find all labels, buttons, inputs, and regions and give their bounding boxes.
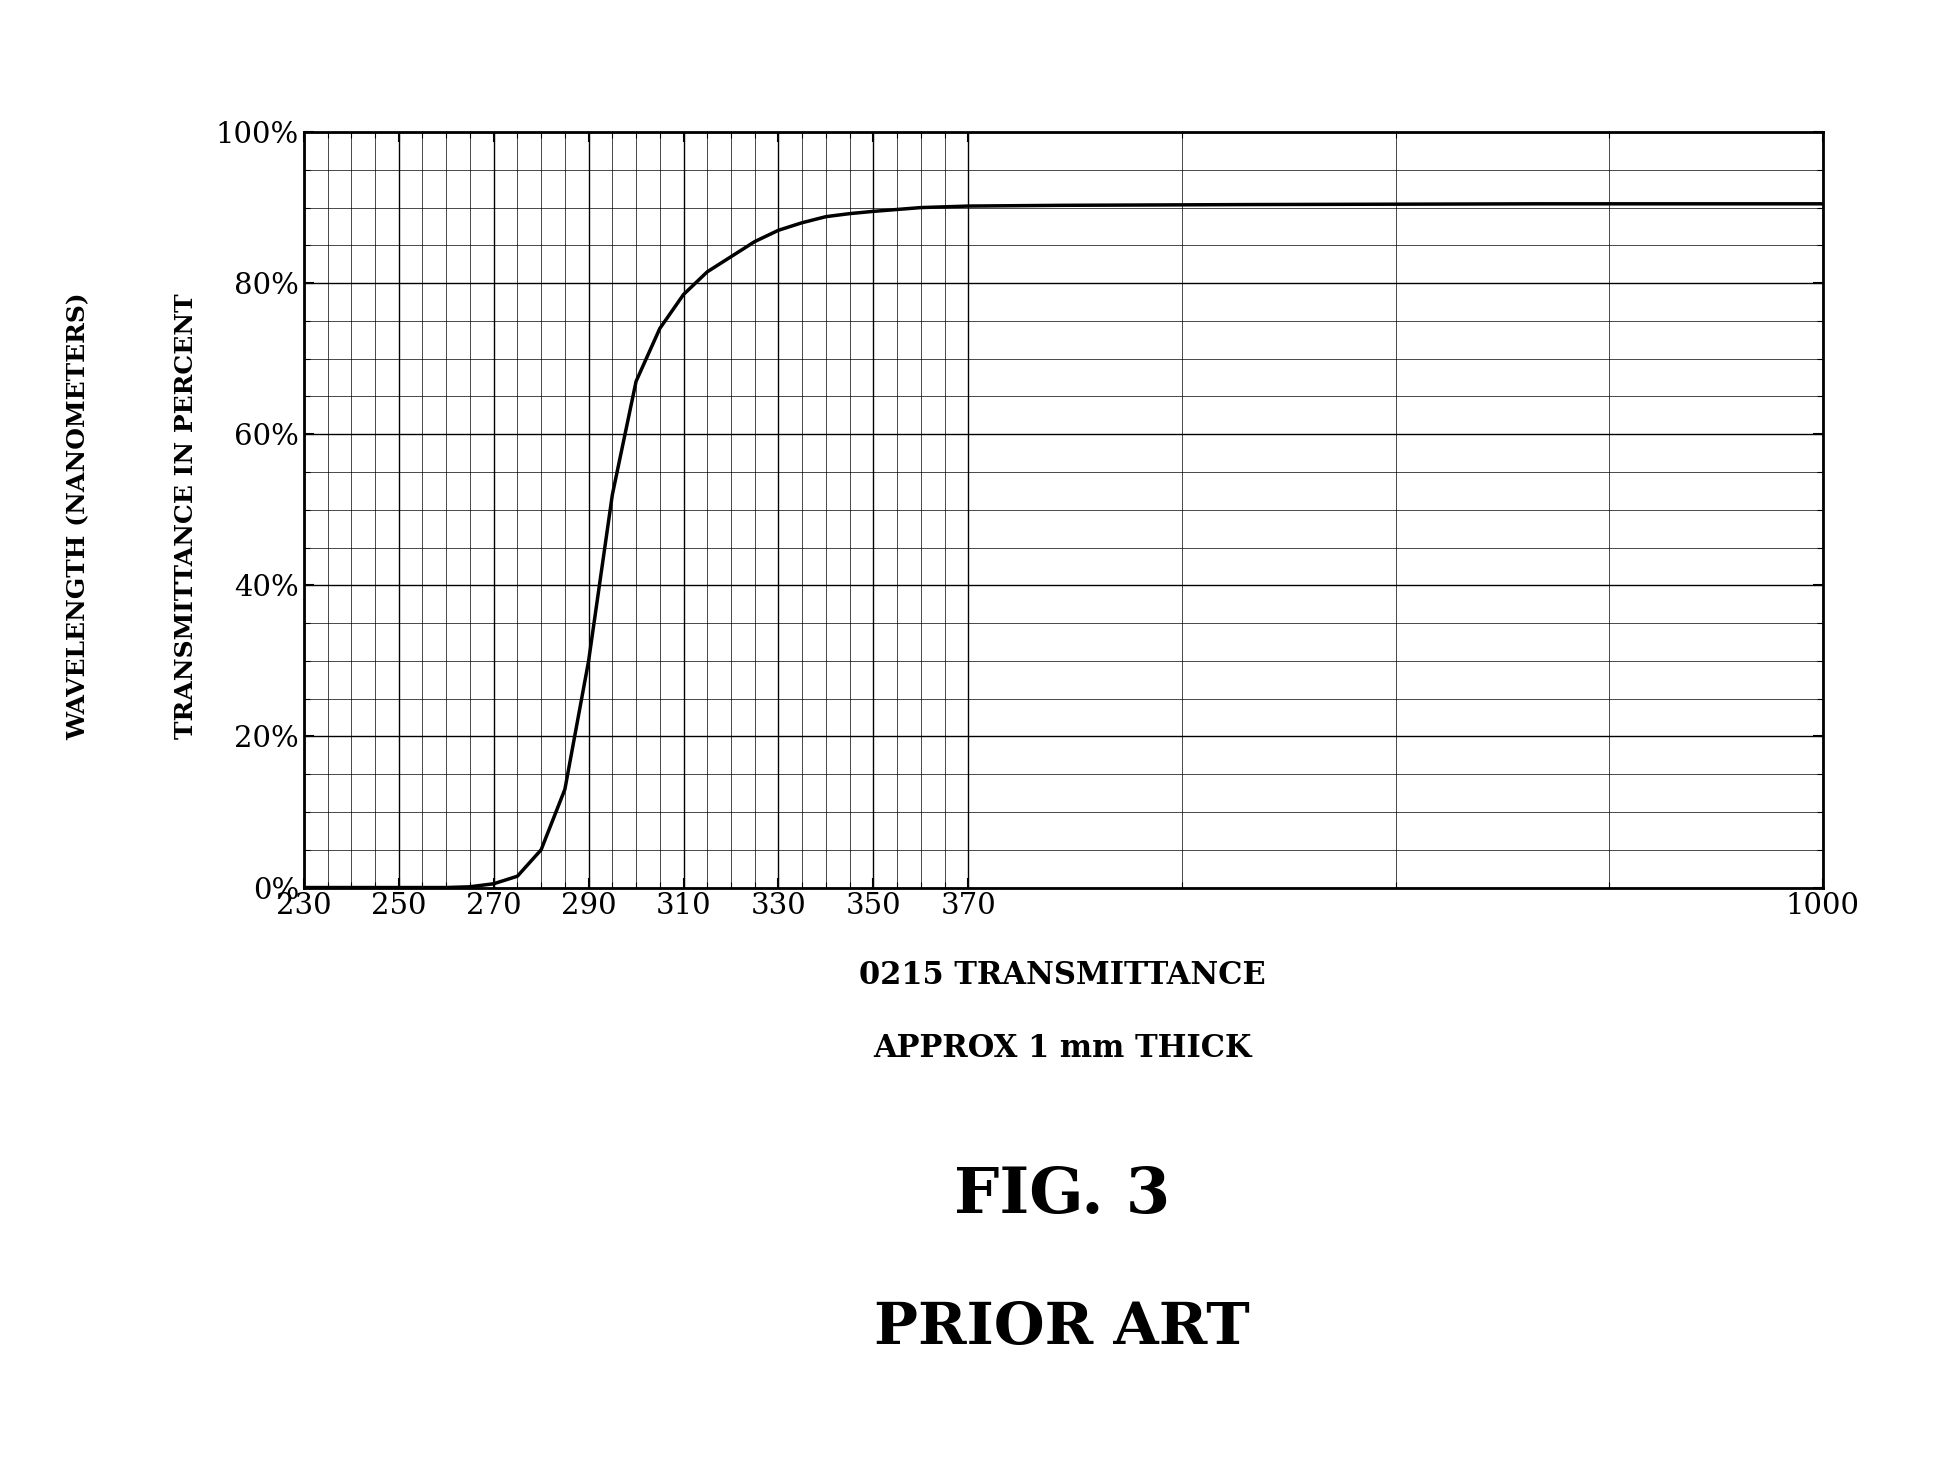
Text: 0215 TRANSMITTANCE: 0215 TRANSMITTANCE <box>858 959 1266 992</box>
Text: PRIOR ART: PRIOR ART <box>874 1300 1250 1356</box>
Text: APPROX 1 mm THICK: APPROX 1 mm THICK <box>872 1033 1252 1065</box>
Text: FIG. 3: FIG. 3 <box>955 1165 1170 1226</box>
Text: TRANSMITTANCE IN PERCENT: TRANSMITTANCE IN PERCENT <box>174 293 198 739</box>
Text: WAVELENGTH (NANOMETERS): WAVELENGTH (NANOMETERS) <box>67 292 90 741</box>
